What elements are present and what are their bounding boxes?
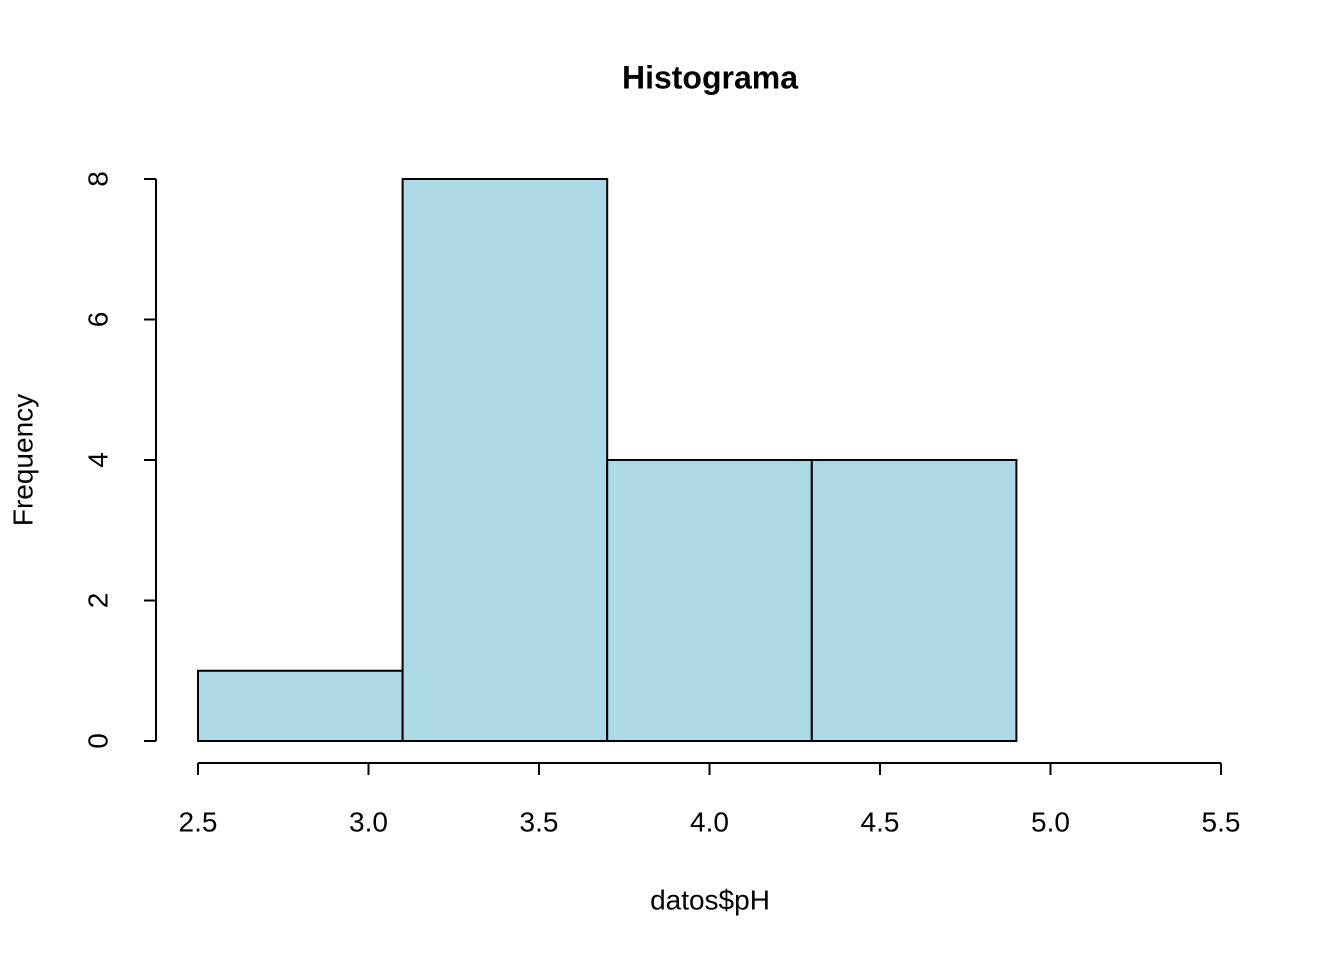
y-tick-label: 4 xyxy=(82,452,113,468)
bar xyxy=(810,459,1018,742)
y-tick-label: 6 xyxy=(82,312,113,328)
x-tick-label: 4.0 xyxy=(690,806,729,837)
x-tick-label: 5.0 xyxy=(1031,806,1070,837)
y-tick-label: 8 xyxy=(82,171,113,187)
x-tick-label: 2.5 xyxy=(179,806,218,837)
y-axis-label: Frequency xyxy=(7,394,38,526)
x-axis-label: datos$pH xyxy=(650,884,770,915)
x-tick-label: 3.0 xyxy=(349,806,388,837)
y-tick-label: 0 xyxy=(82,733,113,749)
bar xyxy=(401,178,609,742)
bar xyxy=(606,459,813,742)
y-tick-label: 2 xyxy=(82,593,113,609)
bar xyxy=(197,669,404,742)
x-tick-label: 4.5 xyxy=(861,806,900,837)
chart-title: Histograma xyxy=(622,59,798,95)
x-tick-label: 5.5 xyxy=(1202,806,1241,837)
x-tick-label: 3.5 xyxy=(520,806,559,837)
